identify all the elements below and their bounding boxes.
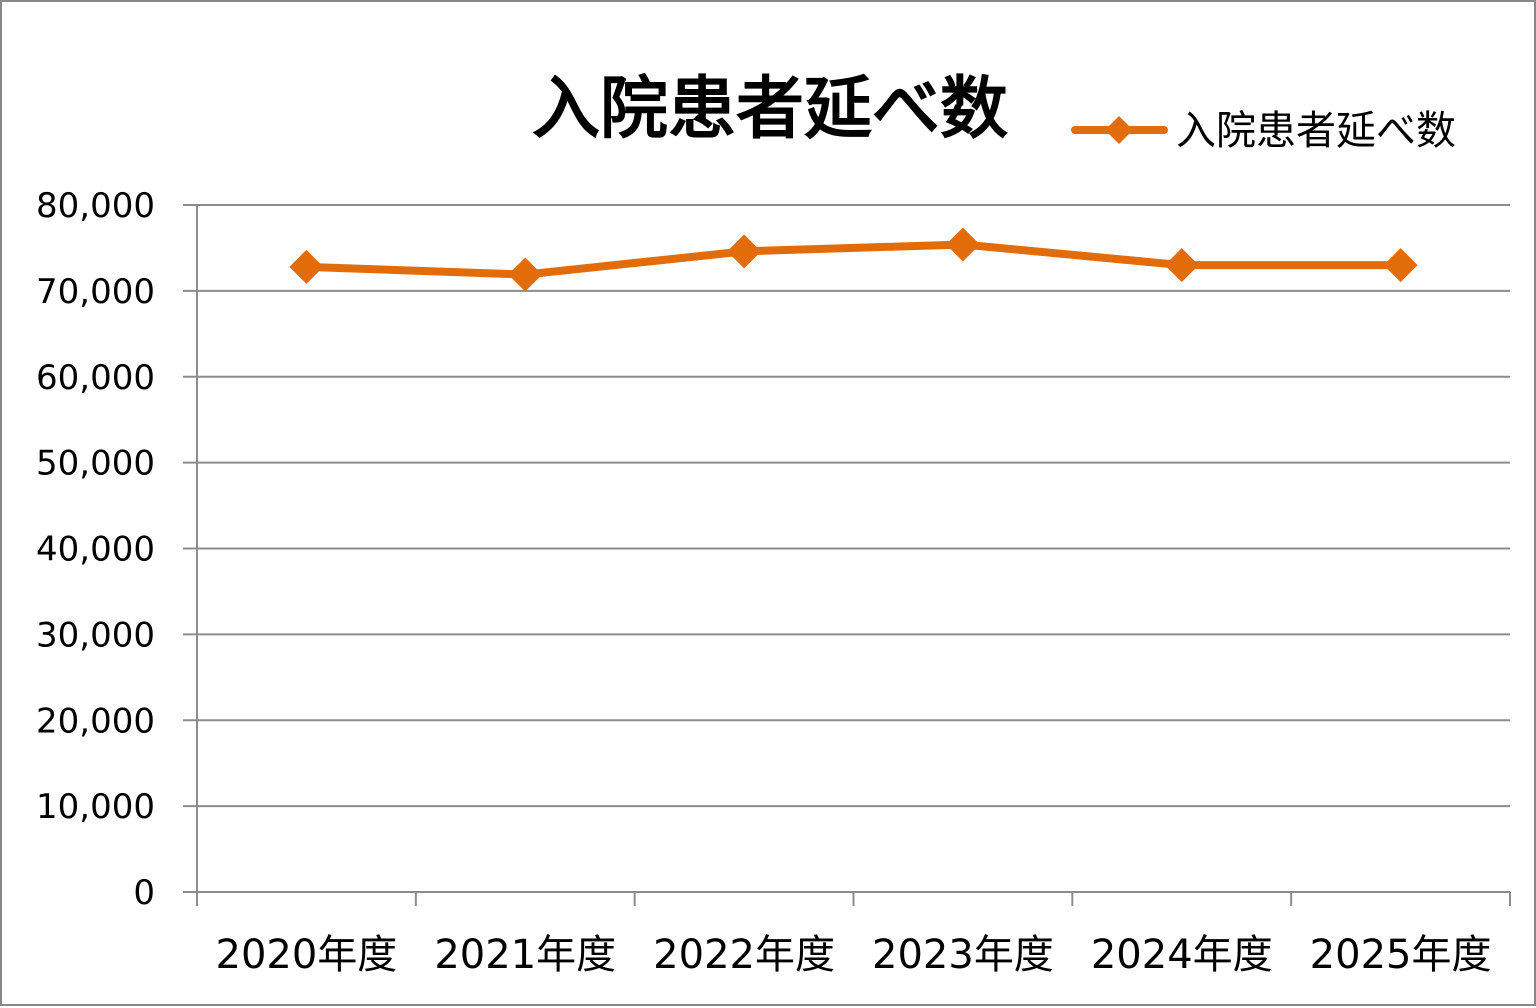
data-point-marker [945, 227, 980, 262]
data-point-marker [1164, 248, 1199, 283]
y-tick-label: 70,000 [36, 272, 155, 312]
data-point-marker [289, 249, 324, 284]
data-point-marker [508, 257, 543, 292]
y-tick-label: 0 [133, 873, 155, 913]
data-point-marker [727, 234, 762, 269]
y-tick-label: 50,000 [36, 444, 155, 484]
y-tick-label: 30,000 [36, 615, 155, 655]
data-point-marker [1383, 248, 1418, 283]
chart-title: 入院患者延べ数 [532, 70, 1008, 149]
x-tick-label: 2025年度 [1310, 932, 1492, 978]
y-tick-label: 80,000 [36, 186, 155, 226]
y-tick-label: 60,000 [36, 358, 155, 398]
y-tick-label: 10,000 [36, 787, 155, 827]
legend: 入院患者延べ数 [1071, 108, 1456, 154]
x-tick-label: 2023年度 [872, 932, 1054, 978]
y-tick-label: 20,000 [36, 701, 155, 741]
x-tick-label: 2022年度 [653, 932, 835, 978]
x-tick-label: 2020年度 [216, 932, 398, 978]
data-series [289, 227, 1418, 292]
legend-label: 入院患者延べ数 [1176, 108, 1456, 154]
axes [183, 204, 1511, 906]
series-line [302, 240, 1405, 279]
x-tick-label: 2021年度 [434, 932, 616, 978]
y-tick-label: 40,000 [36, 530, 155, 570]
x-tick-label: 2024年度 [1091, 932, 1273, 978]
y-axis-tick-labels: 0 10,000 20,000 30,000 40,000 50,000 60,000 70,… [36, 186, 155, 913]
legend-diamond-marker [1105, 116, 1133, 144]
gridlines [197, 204, 1510, 808]
x-axis-tick-labels: 2020年度 2021年度 2022年度 2023年度 2024年度 2025年度 [216, 932, 1492, 978]
